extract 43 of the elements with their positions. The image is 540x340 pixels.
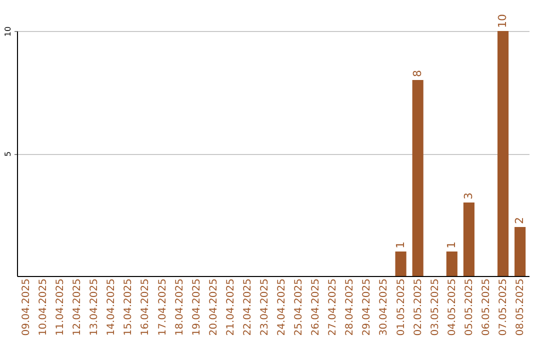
x-tick-label: 14.04.2025 xyxy=(106,278,118,336)
x-tick-label: 05.05.2025 xyxy=(464,278,475,336)
data-label: 1 xyxy=(394,242,407,248)
x-tick-label: 28.04.2025 xyxy=(344,278,356,336)
x-tick-label: 04.05.2025 xyxy=(446,278,458,336)
x-tick-label: 16.04.2025 xyxy=(140,278,152,336)
x-tick-label: 24.04.2025 xyxy=(276,278,288,336)
x-tick-label: 27.04.2025 xyxy=(328,278,339,336)
y-tick-label: 5 xyxy=(4,151,12,157)
data-label: 3 xyxy=(462,192,475,200)
x-tick-label: 15.04.2025 xyxy=(123,278,134,336)
bar xyxy=(446,252,458,276)
x-tick-label: 19.04.2025 xyxy=(191,278,202,336)
bar xyxy=(497,31,509,276)
x-tick-label: 22.04.2025 xyxy=(242,278,254,336)
x-tick-label: 21.04.2025 xyxy=(225,278,236,336)
x-tick-label: 02.05.2025 xyxy=(412,278,424,336)
x-tick-label: 13.04.2025 xyxy=(89,278,100,336)
bar xyxy=(514,227,526,276)
x-tick-label: 29.04.2025 xyxy=(362,278,373,336)
bar xyxy=(412,80,424,276)
x-tick-label: 07.05.2025 xyxy=(498,278,510,336)
data-label: 2 xyxy=(513,217,526,224)
x-tick-label: 26.04.2025 xyxy=(310,278,322,336)
x-tick-label: 09.04.2025 xyxy=(20,278,32,336)
data-label: 8 xyxy=(410,70,424,77)
x-tick-label: 12.04.2025 xyxy=(72,278,84,336)
x-tick-label: 20.04.2025 xyxy=(208,278,220,336)
data-label: 1 xyxy=(444,242,458,248)
bar xyxy=(463,202,474,276)
x-tick-label: 10.04.2025 xyxy=(38,278,49,336)
x-tick-label: 18.04.2025 xyxy=(174,278,186,336)
bar xyxy=(395,252,406,276)
x-tick-label: 23.04.2025 xyxy=(259,278,270,336)
x-tick-label: 08.05.2025 xyxy=(515,278,526,336)
x-tick-label: 06.05.2025 xyxy=(480,278,492,336)
x-tick-label: 17.04.2025 xyxy=(157,278,168,336)
data-label: 10 xyxy=(496,14,510,28)
x-tick-label: 25.04.2025 xyxy=(294,278,305,336)
x-tick-label: 03.05.2025 xyxy=(430,278,441,336)
x-tick-label: 11.04.2025 xyxy=(55,278,66,336)
x-tick-label: 01.05.2025 xyxy=(396,278,407,336)
x-tick-label: 30.04.2025 xyxy=(378,278,390,336)
